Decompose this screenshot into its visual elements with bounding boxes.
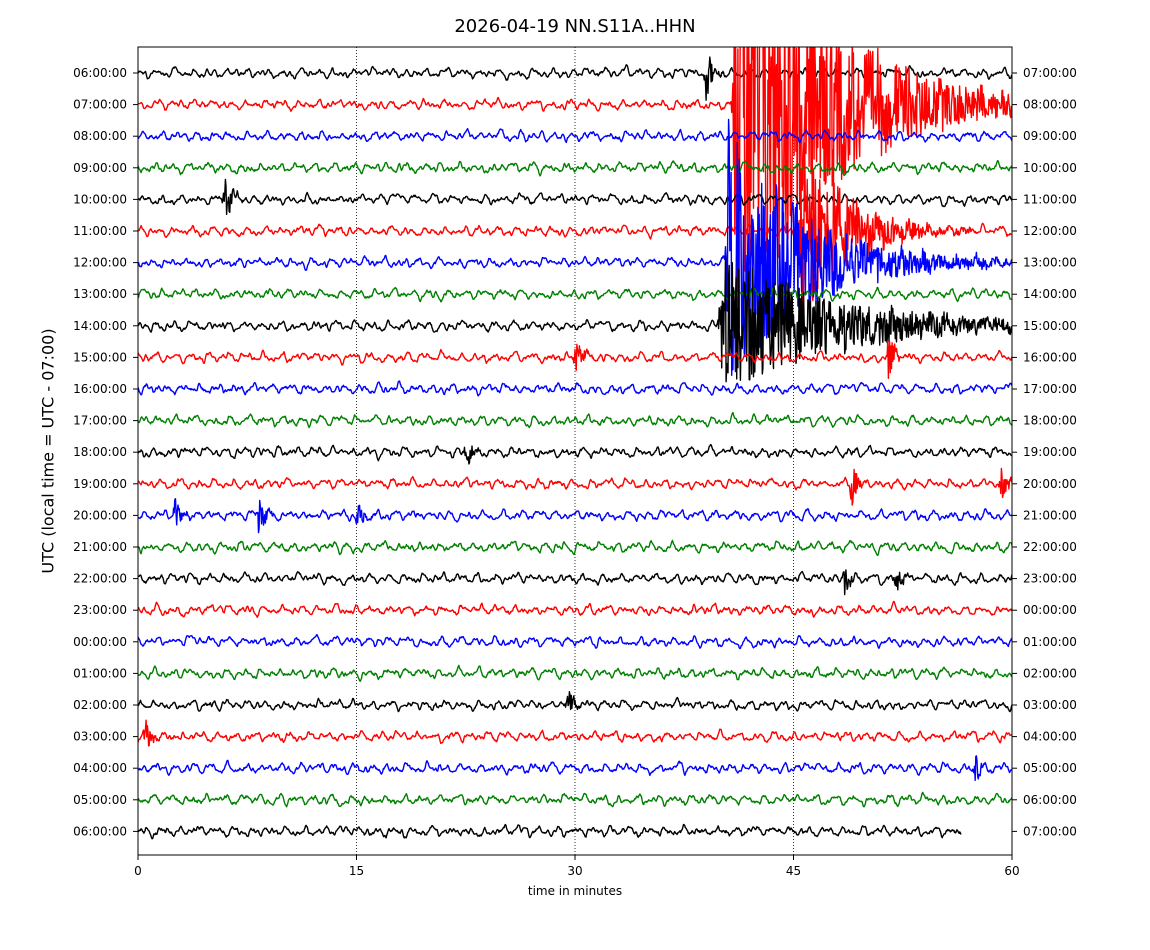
trace-row-2 [138, 127, 1012, 144]
trace-row-16 [138, 569, 1012, 596]
left-tick-label: 20:00:00 [73, 508, 127, 522]
left-tick-label: 21:00:00 [73, 540, 127, 554]
right-tick-label: 19:00:00 [1023, 445, 1077, 459]
right-tick-label: 23:00:00 [1023, 572, 1077, 586]
x-axis: 0 15 30 45 60 [134, 855, 1020, 878]
left-tick-label: 06:00:00 [73, 824, 127, 838]
trace-row-7 [138, 286, 1012, 303]
left-tick-label: 15:00:00 [73, 350, 127, 364]
trace-row-15 [138, 539, 1012, 557]
trace-row-24 [138, 823, 962, 840]
left-axis: 06:00:00 07:00:00 08:00:00 09:00:00 10:00:00… [73, 66, 138, 838]
left-tick-label: 01:00:00 [73, 666, 127, 680]
left-tick-label: 02:00:00 [73, 698, 127, 712]
x-tick-label: 60 [1004, 864, 1019, 878]
left-tick-label: 03:00:00 [73, 730, 127, 744]
trace-row-11 [138, 411, 1012, 429]
trace-row-8 [138, 256, 1012, 383]
right-tick-label: 05:00:00 [1023, 761, 1077, 775]
trace-row-9 [138, 340, 1012, 379]
left-tick-label: 05:00:00 [73, 793, 127, 807]
right-tick-label: 10:00:00 [1023, 161, 1077, 175]
trace-row-22 [138, 755, 1012, 781]
left-tick-label: 23:00:00 [73, 603, 127, 617]
left-tick-label: 14:00:00 [73, 319, 127, 333]
trace-row-14 [138, 498, 1012, 534]
right-tick-label: 15:00:00 [1023, 319, 1077, 333]
left-tick-label: 17:00:00 [73, 414, 127, 428]
right-tick-label: 22:00:00 [1023, 540, 1077, 554]
trace-row-17 [138, 600, 1012, 618]
left-tick-label: 12:00:00 [73, 256, 127, 270]
right-tick-label: 14:00:00 [1023, 287, 1077, 301]
right-tick-label: 12:00:00 [1023, 224, 1077, 238]
trace-row-13 [138, 467, 1012, 506]
x-tick-label: 30 [567, 864, 582, 878]
trace-row-18 [138, 634, 1012, 650]
left-tick-label: 10:00:00 [73, 192, 127, 206]
right-tick-label: 04:00:00 [1023, 730, 1077, 744]
right-tick-label: 13:00:00 [1023, 256, 1077, 270]
right-tick-label: 07:00:00 [1023, 824, 1077, 838]
right-axis: 07:00:00 08:00:00 09:00:00 10:00:00 11:00:00… [1012, 66, 1077, 838]
right-tick-label: 00:00:00 [1023, 603, 1077, 617]
chart-title: 2026-04-19 NN.S11A..HHN [454, 16, 696, 37]
trace-row-6 [138, 118, 1012, 376]
right-tick-label: 03:00:00 [1023, 698, 1077, 712]
left-tick-label: 00:00:00 [73, 635, 127, 649]
right-tick-label: 01:00:00 [1023, 635, 1077, 649]
right-tick-label: 09:00:00 [1023, 129, 1077, 143]
trace-row-20 [138, 691, 1012, 713]
left-tick-label: 13:00:00 [73, 287, 127, 301]
left-tick-label: 06:00:00 [73, 66, 127, 80]
trace-row-5 [138, 142, 1012, 310]
left-tick-label: 16:00:00 [73, 382, 127, 396]
x-tick-label: 0 [134, 864, 142, 878]
left-tick-label: 19:00:00 [73, 477, 127, 491]
trace-row-23 [138, 791, 1012, 808]
right-tick-label: 20:00:00 [1023, 477, 1077, 491]
trace-row-1 [138, 47, 1012, 350]
left-tick-label: 04:00:00 [73, 761, 127, 775]
right-tick-label: 17:00:00 [1023, 382, 1077, 396]
y-axis-label: UTC (local time = UTC - 07:00) [38, 328, 58, 574]
left-tick-label: 07:00:00 [73, 98, 127, 112]
left-tick-label: 08:00:00 [73, 129, 127, 143]
right-tick-label: 16:00:00 [1023, 350, 1077, 364]
seismic-traces [138, 47, 1012, 840]
right-tick-label: 11:00:00 [1023, 192, 1077, 206]
trace-row-21 [138, 719, 1012, 747]
trace-row-12 [138, 444, 1012, 465]
x-tick-label: 15 [349, 864, 364, 878]
left-tick-label: 22:00:00 [73, 572, 127, 586]
trace-row-19 [138, 664, 1012, 682]
right-tick-label: 06:00:00 [1023, 793, 1077, 807]
left-tick-label: 11:00:00 [73, 224, 127, 238]
right-tick-label: 21:00:00 [1023, 508, 1077, 522]
right-tick-label: 08:00:00 [1023, 98, 1077, 112]
left-tick-label: 09:00:00 [73, 161, 127, 175]
x-tick-label: 45 [786, 864, 801, 878]
right-tick-label: 07:00:00 [1023, 66, 1077, 80]
right-tick-label: 18:00:00 [1023, 414, 1077, 428]
left-tick-label: 18:00:00 [73, 445, 127, 459]
trace-row-3 [138, 159, 1012, 177]
x-axis-label: time in minutes [527, 884, 623, 898]
trace-row-4 [138, 178, 1012, 216]
trace-row-10 [138, 380, 1012, 397]
right-tick-label: 02:00:00 [1023, 666, 1077, 680]
